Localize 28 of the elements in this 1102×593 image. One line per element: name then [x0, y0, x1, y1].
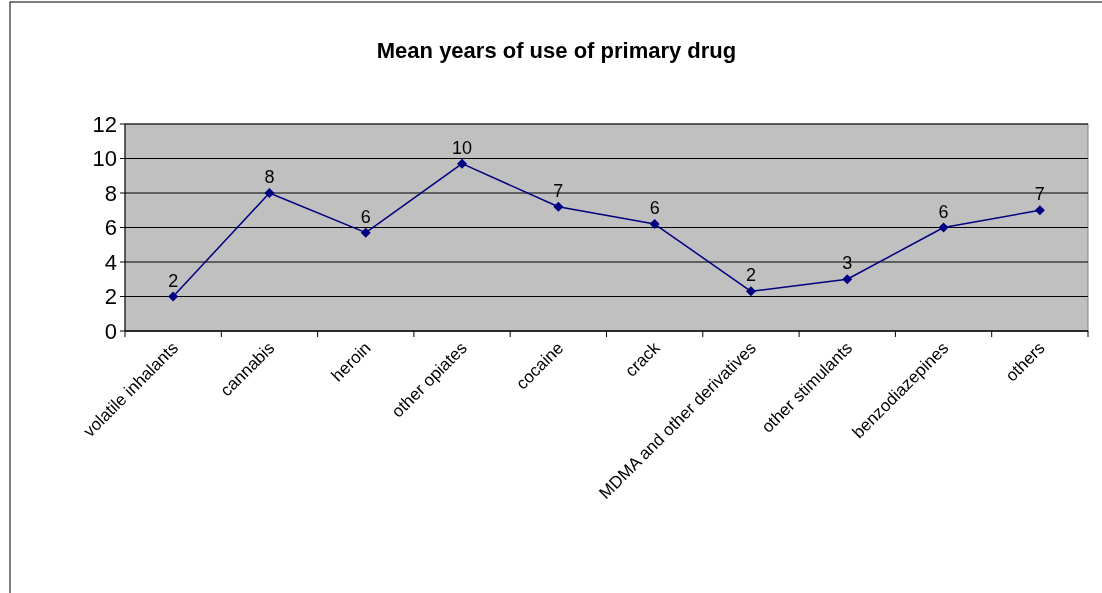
point [649, 219, 660, 230]
y-tick-label: 0 [104, 318, 117, 344]
data-label: 6 [938, 201, 949, 222]
chart-title: Mean years of use of primary drug [376, 38, 737, 63]
data-label: 2 [168, 270, 179, 291]
point [1034, 205, 1045, 216]
data-label: 10 [452, 137, 473, 158]
data-label: 7 [1034, 184, 1045, 205]
data-label: 8 [264, 167, 275, 187]
point [457, 158, 468, 169]
data-label: 3 [842, 253, 853, 274]
point [938, 222, 949, 233]
y-tick-label: 8 [104, 180, 117, 206]
data-label: 2 [745, 265, 756, 286]
y-tick-label: 6 [104, 215, 117, 241]
data-label: 7 [553, 180, 564, 201]
y-tick-label: 10 [92, 146, 117, 172]
point [745, 286, 756, 297]
y-tick-label: 4 [104, 249, 117, 275]
y-tick-label: 2 [104, 284, 117, 310]
point [264, 188, 275, 198]
point [553, 201, 564, 212]
point [842, 274, 853, 285]
y-tick-label: 12 [92, 111, 117, 137]
data-label: 6 [360, 206, 371, 227]
point [360, 227, 371, 238]
point [168, 291, 179, 302]
data-label: 6 [649, 198, 660, 219]
